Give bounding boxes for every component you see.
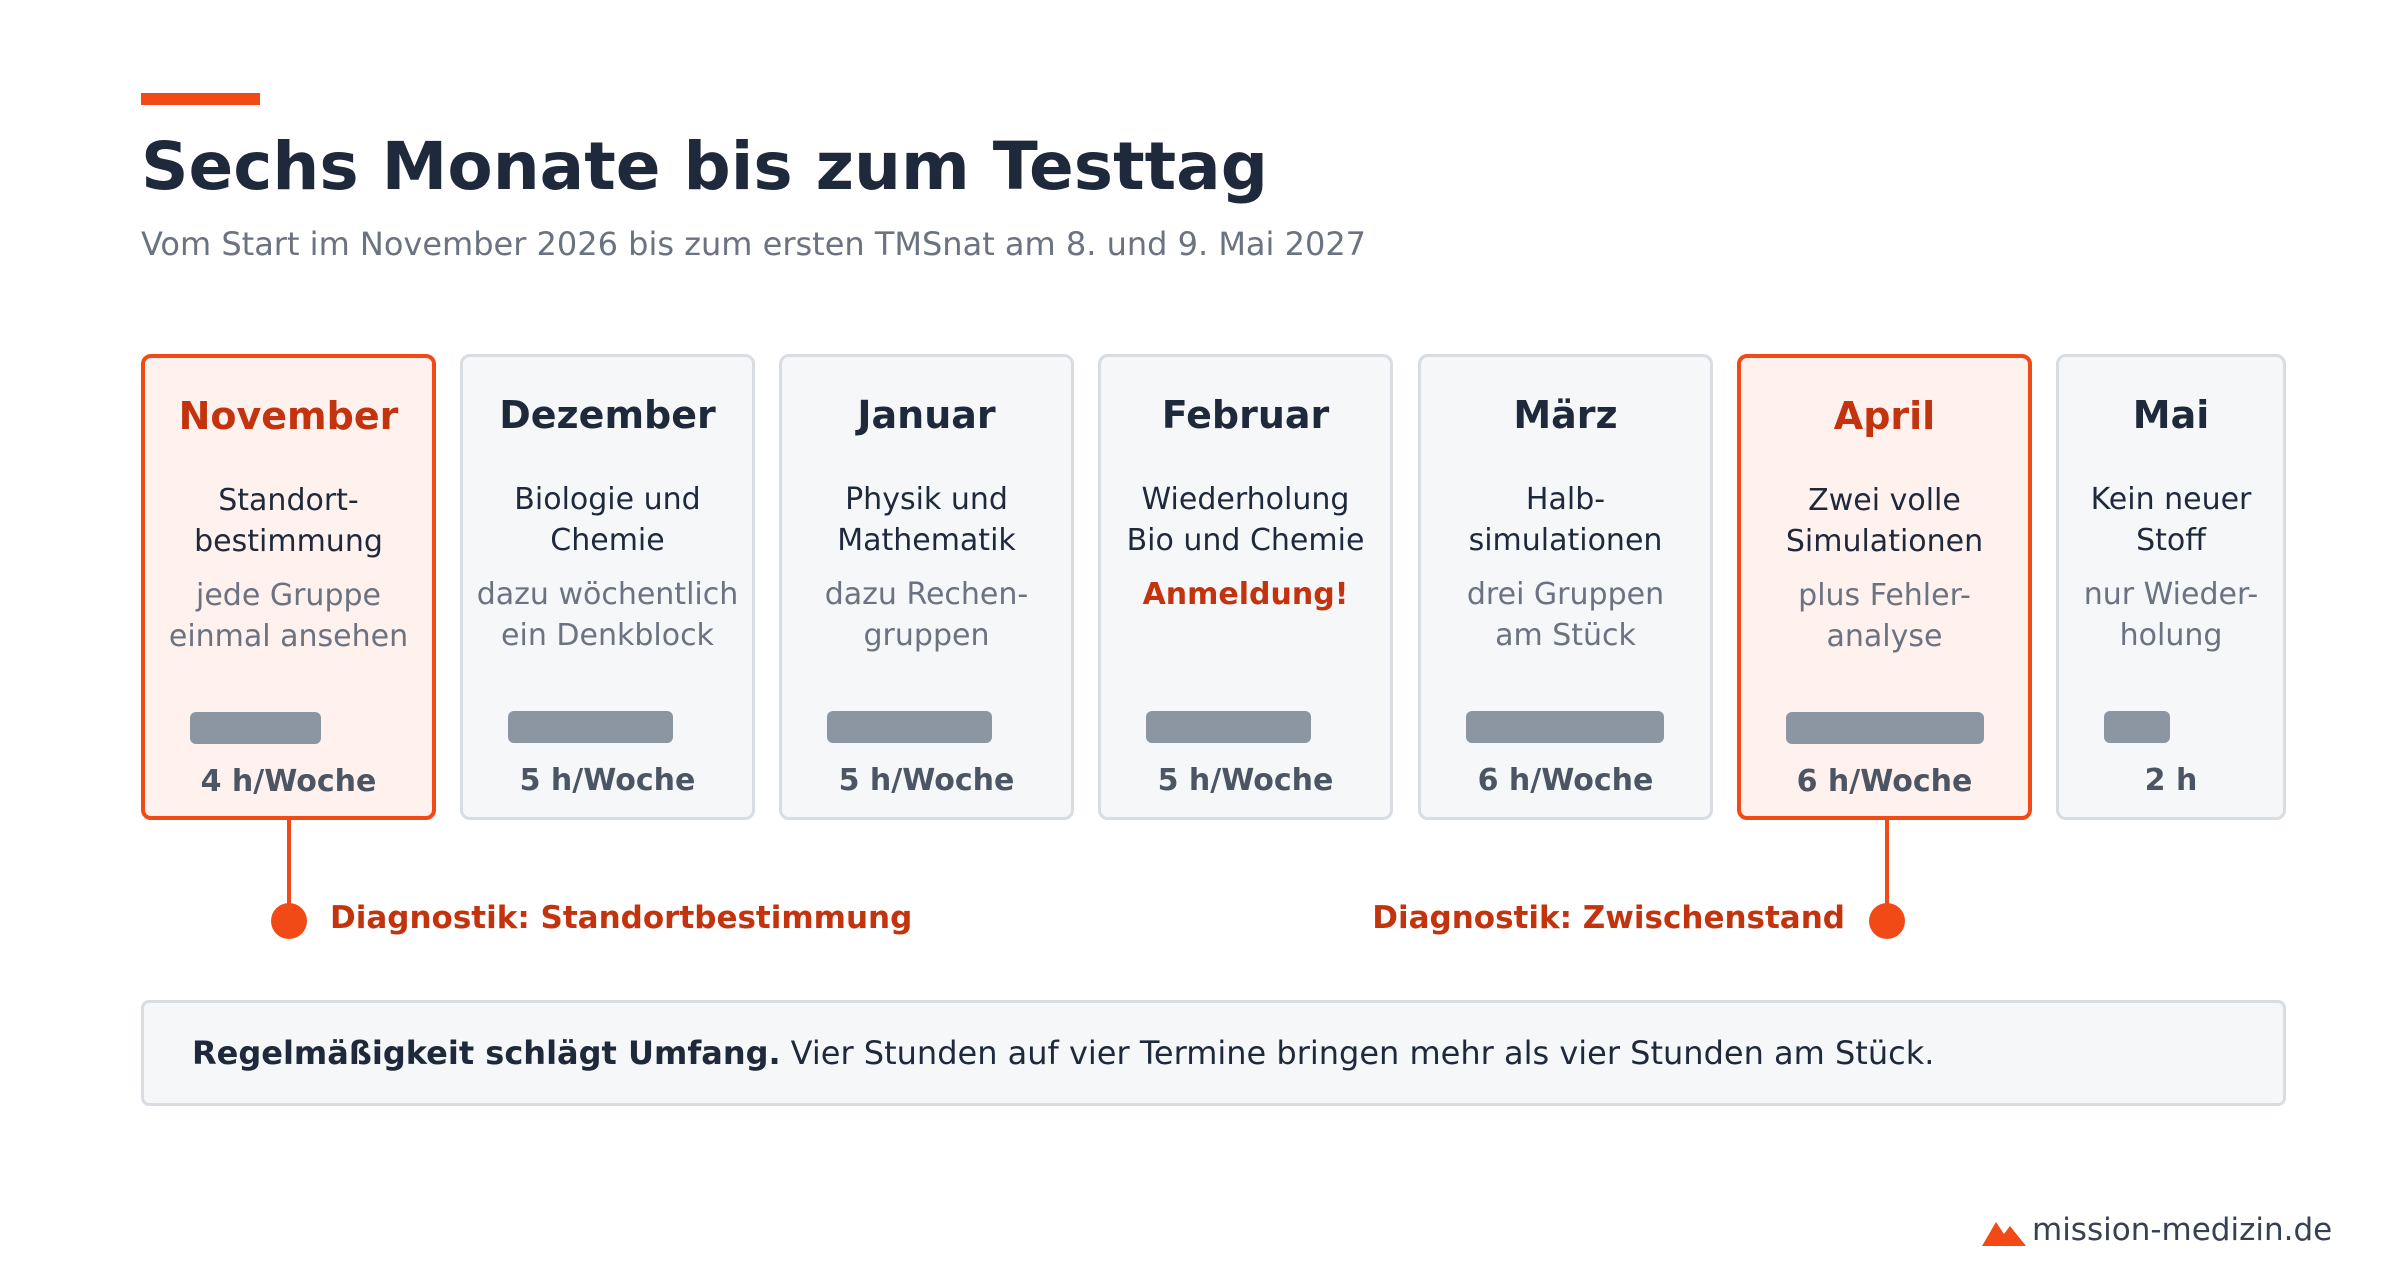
month-description: Biologie und Chemie [514, 482, 701, 558]
month-description: Standort- bestimmung [194, 483, 383, 559]
summary-bold: Regelmäßigkeit schlägt Umfang. [192, 1034, 781, 1072]
hours-label: 5 h/Woche [838, 763, 1015, 798]
month-description: Zwei volle Simulationen [1785, 483, 1984, 559]
month-description: Wiederholung Bio und Chemie [1126, 482, 1365, 558]
hours-bar [1146, 711, 1311, 743]
hours-label: 6 h/Woche [1477, 763, 1654, 798]
marker-label-standortbestimmung: Diagnostik: Standortbestimmung [330, 900, 913, 936]
month-title: Dezember [499, 393, 716, 437]
month-card-3: Februar Wiederholung Bio und Chemie Anmeld… [1098, 354, 1393, 820]
hours-bar [508, 711, 673, 743]
hours-bar [1466, 711, 1664, 743]
month-card-4: März Halb- simulationen drei Gruppen am St… [1418, 354, 1713, 820]
month-title: März [1513, 393, 1618, 437]
month-description: Physik und Mathematik [837, 482, 1016, 558]
hours-bar [2104, 711, 2170, 743]
month-note: dazu wöchentlich ein Denkblock [476, 577, 739, 653]
month-card-2: Januar Physik und Mathematik dazu Rechen- … [779, 354, 1074, 820]
page-title: Sechs Monate bis zum Testtag [141, 128, 1268, 205]
hours-label: 2 h [2144, 763, 2198, 798]
title-accent-bar [141, 93, 260, 105]
registration-alert: Anmeldung! [1142, 577, 1349, 612]
month-title: April [1833, 394, 1936, 438]
month-note: dazu Rechen- gruppen [824, 577, 1029, 653]
marker-dot-november [271, 903, 307, 939]
month-card-1: Dezember Biologie und Chemie dazu wöchentl… [460, 354, 755, 820]
month-note: plus Fehler- analyse [1798, 578, 1971, 654]
month-card-0: November Standort- bestimmung jede Gruppe … [141, 354, 436, 820]
month-note: nur Wieder- holung [2083, 577, 2259, 653]
month-description: Kein neuer Stoff [2090, 482, 2252, 558]
marker-connector-november [287, 820, 291, 920]
marker-label-zwischenstand: Diagnostik: Zwischenstand [1372, 900, 1845, 936]
month-note: jede Gruppe einmal ansehen [168, 578, 409, 654]
summary-box: Regelmäßigkeit schlägt Umfang. Vier Stun… [141, 1000, 2286, 1106]
summary-text: Vier Stunden auf vier Termine bringen me… [790, 1034, 1935, 1072]
month-description: Halb- simulationen [1468, 482, 1663, 558]
month-title: Mai [2132, 393, 2210, 437]
hours-label: 5 h/Woche [1157, 763, 1334, 798]
hours-bar [190, 712, 321, 744]
month-title: Januar [857, 393, 996, 437]
page-subtitle: Vom Start im November 2026 bis zum erste… [141, 225, 1367, 263]
hours-label: 4 h/Woche [200, 764, 377, 799]
month-title: Februar [1161, 393, 1330, 437]
month-title: November [178, 394, 399, 438]
hours-label: 5 h/Woche [519, 763, 696, 798]
month-card-6: Mai Kein neuer Stoff nur Wieder- holung 2 h [2056, 354, 2286, 820]
month-card-5: April Zwei volle Simulationen plus Fehler-… [1737, 354, 2032, 820]
footer-site: mission-medizin.de [2032, 1212, 2333, 1248]
hours-label: 6 h/Woche [1796, 764, 1973, 799]
hours-bar [1786, 712, 1984, 744]
month-note: drei Gruppen am Stück [1466, 577, 1665, 653]
marker-dot-april [1869, 903, 1905, 939]
hours-bar [827, 711, 992, 743]
marker-connector-april [1885, 820, 1889, 920]
mountain-icon [1982, 1222, 2026, 1246]
